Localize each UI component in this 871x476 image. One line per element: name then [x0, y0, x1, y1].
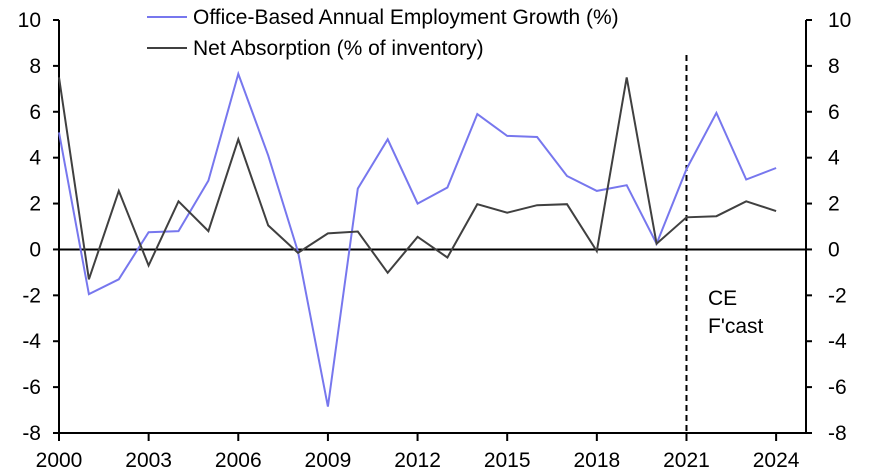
- right-y-tick-label: -6: [828, 376, 847, 399]
- x-tick-label: 2018: [573, 449, 620, 472]
- left-y-tick-label: -8: [22, 422, 41, 445]
- series-line-employment-growth: [58, 70, 777, 407]
- left-y-tick-label: 8: [29, 55, 41, 78]
- right-y-tick-label: 4: [828, 147, 840, 170]
- x-tick-label: 2009: [305, 449, 352, 472]
- left-y-tick-label: 4: [29, 147, 41, 170]
- forecast-label-line1: CE: [708, 287, 737, 310]
- right-y-tick-label: 8: [828, 55, 840, 78]
- right-y-tick-label: -2: [828, 284, 847, 307]
- x-tick-label: 2015: [484, 449, 531, 472]
- x-tick-label: 2003: [125, 449, 172, 472]
- right-y-tick-label: 10: [828, 9, 851, 32]
- x-tick-label: 2024: [753, 449, 800, 472]
- right-y-tick-label: -4: [828, 330, 847, 353]
- left-y-tick-label: 10: [18, 9, 41, 32]
- legend: Office-Based Annual Employment Growth (%…: [147, 6, 619, 60]
- left-y-tick-label: 0: [29, 238, 41, 261]
- right-y-tick-label: 2: [828, 193, 840, 216]
- forecast-label-line2: F'cast: [708, 315, 764, 338]
- legend-label-employment-growth: Office-Based Annual Employment Growth (%…: [193, 6, 619, 29]
- left-y-tick-label: 6: [29, 101, 41, 124]
- x-tick-label: 2000: [36, 449, 83, 472]
- legend-label-net-absorption: Net Absorption (% of inventory): [193, 37, 484, 60]
- x-tick-label: 2006: [215, 449, 262, 472]
- right-y-tick-label: 0: [828, 238, 840, 261]
- x-tick-label: 2012: [394, 449, 441, 472]
- left-y-tick-label: -6: [22, 376, 41, 399]
- left-y-tick-label: -2: [22, 284, 41, 307]
- right-y-tick-label: 6: [828, 101, 840, 124]
- right-y-tick-label: -8: [828, 422, 847, 445]
- forecast-annotation: CE F'cast: [708, 287, 764, 338]
- left-y-tick-label: -4: [22, 330, 41, 353]
- x-tick-label: 2021: [663, 449, 710, 472]
- left-y-tick-label: 2: [29, 193, 41, 216]
